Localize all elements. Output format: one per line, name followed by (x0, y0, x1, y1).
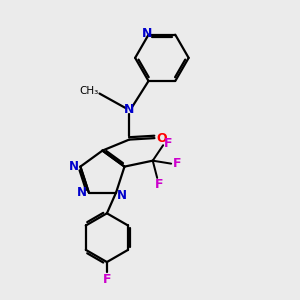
Text: F: F (164, 137, 173, 150)
Text: N: N (124, 103, 134, 116)
Text: N: N (117, 189, 127, 202)
Text: O: O (157, 132, 167, 145)
Text: N: N (77, 186, 87, 199)
Text: F: F (154, 178, 163, 191)
Text: N: N (69, 160, 79, 173)
Text: N: N (142, 27, 152, 40)
Text: F: F (173, 157, 182, 170)
Text: CH₃: CH₃ (80, 85, 99, 96)
Text: F: F (103, 273, 111, 286)
